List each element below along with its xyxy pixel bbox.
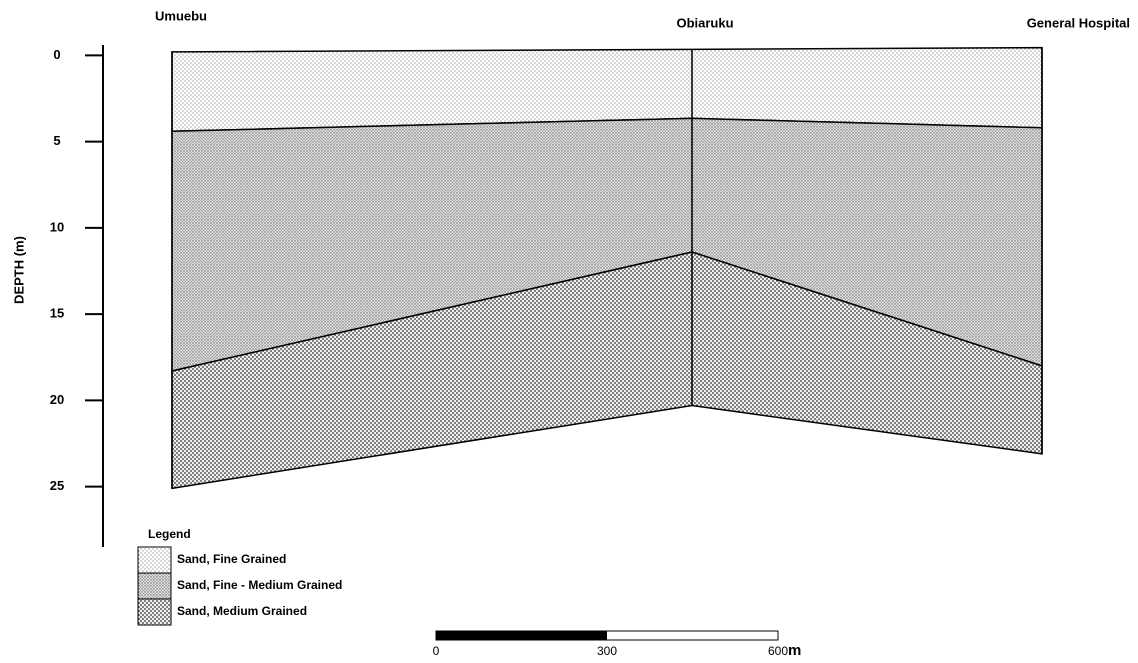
- legend-swatch: [138, 573, 171, 599]
- location-label: Obiaruku: [676, 15, 733, 30]
- legend-label: Sand, Fine Grained: [177, 552, 286, 566]
- scale-tick-label: 0: [433, 644, 440, 658]
- cross-section: DEPTH (m) Legend 0 5 10 15 20 25 Umuebu Obiaruk…: [0, 0, 1138, 663]
- y-tick-label: 10: [50, 219, 64, 234]
- location-label: Umuebu: [155, 8, 207, 23]
- y-tick-label: 0: [53, 47, 60, 62]
- legend-label: Sand, Medium Grained: [177, 604, 307, 618]
- scale-unit: m: [788, 642, 801, 659]
- legend-swatch: [138, 547, 171, 573]
- legend-label: Sand, Fine - Medium Grained: [177, 578, 342, 592]
- axis-label: DEPTH (m): [11, 236, 26, 304]
- y-tick-label: 25: [50, 478, 64, 493]
- legend-swatch: [138, 599, 171, 625]
- layer: [172, 48, 1042, 132]
- legend-title: Legend: [148, 527, 191, 541]
- y-tick-label: 20: [50, 392, 64, 407]
- scale-tick-label: 600: [768, 644, 788, 658]
- location-label: General Hospital: [1027, 15, 1130, 30]
- y-tick-label: 15: [50, 306, 64, 321]
- scale-tick-label: 300: [597, 644, 617, 658]
- scale-bar-fill: [436, 631, 607, 640]
- y-tick-label: 5: [53, 133, 60, 148]
